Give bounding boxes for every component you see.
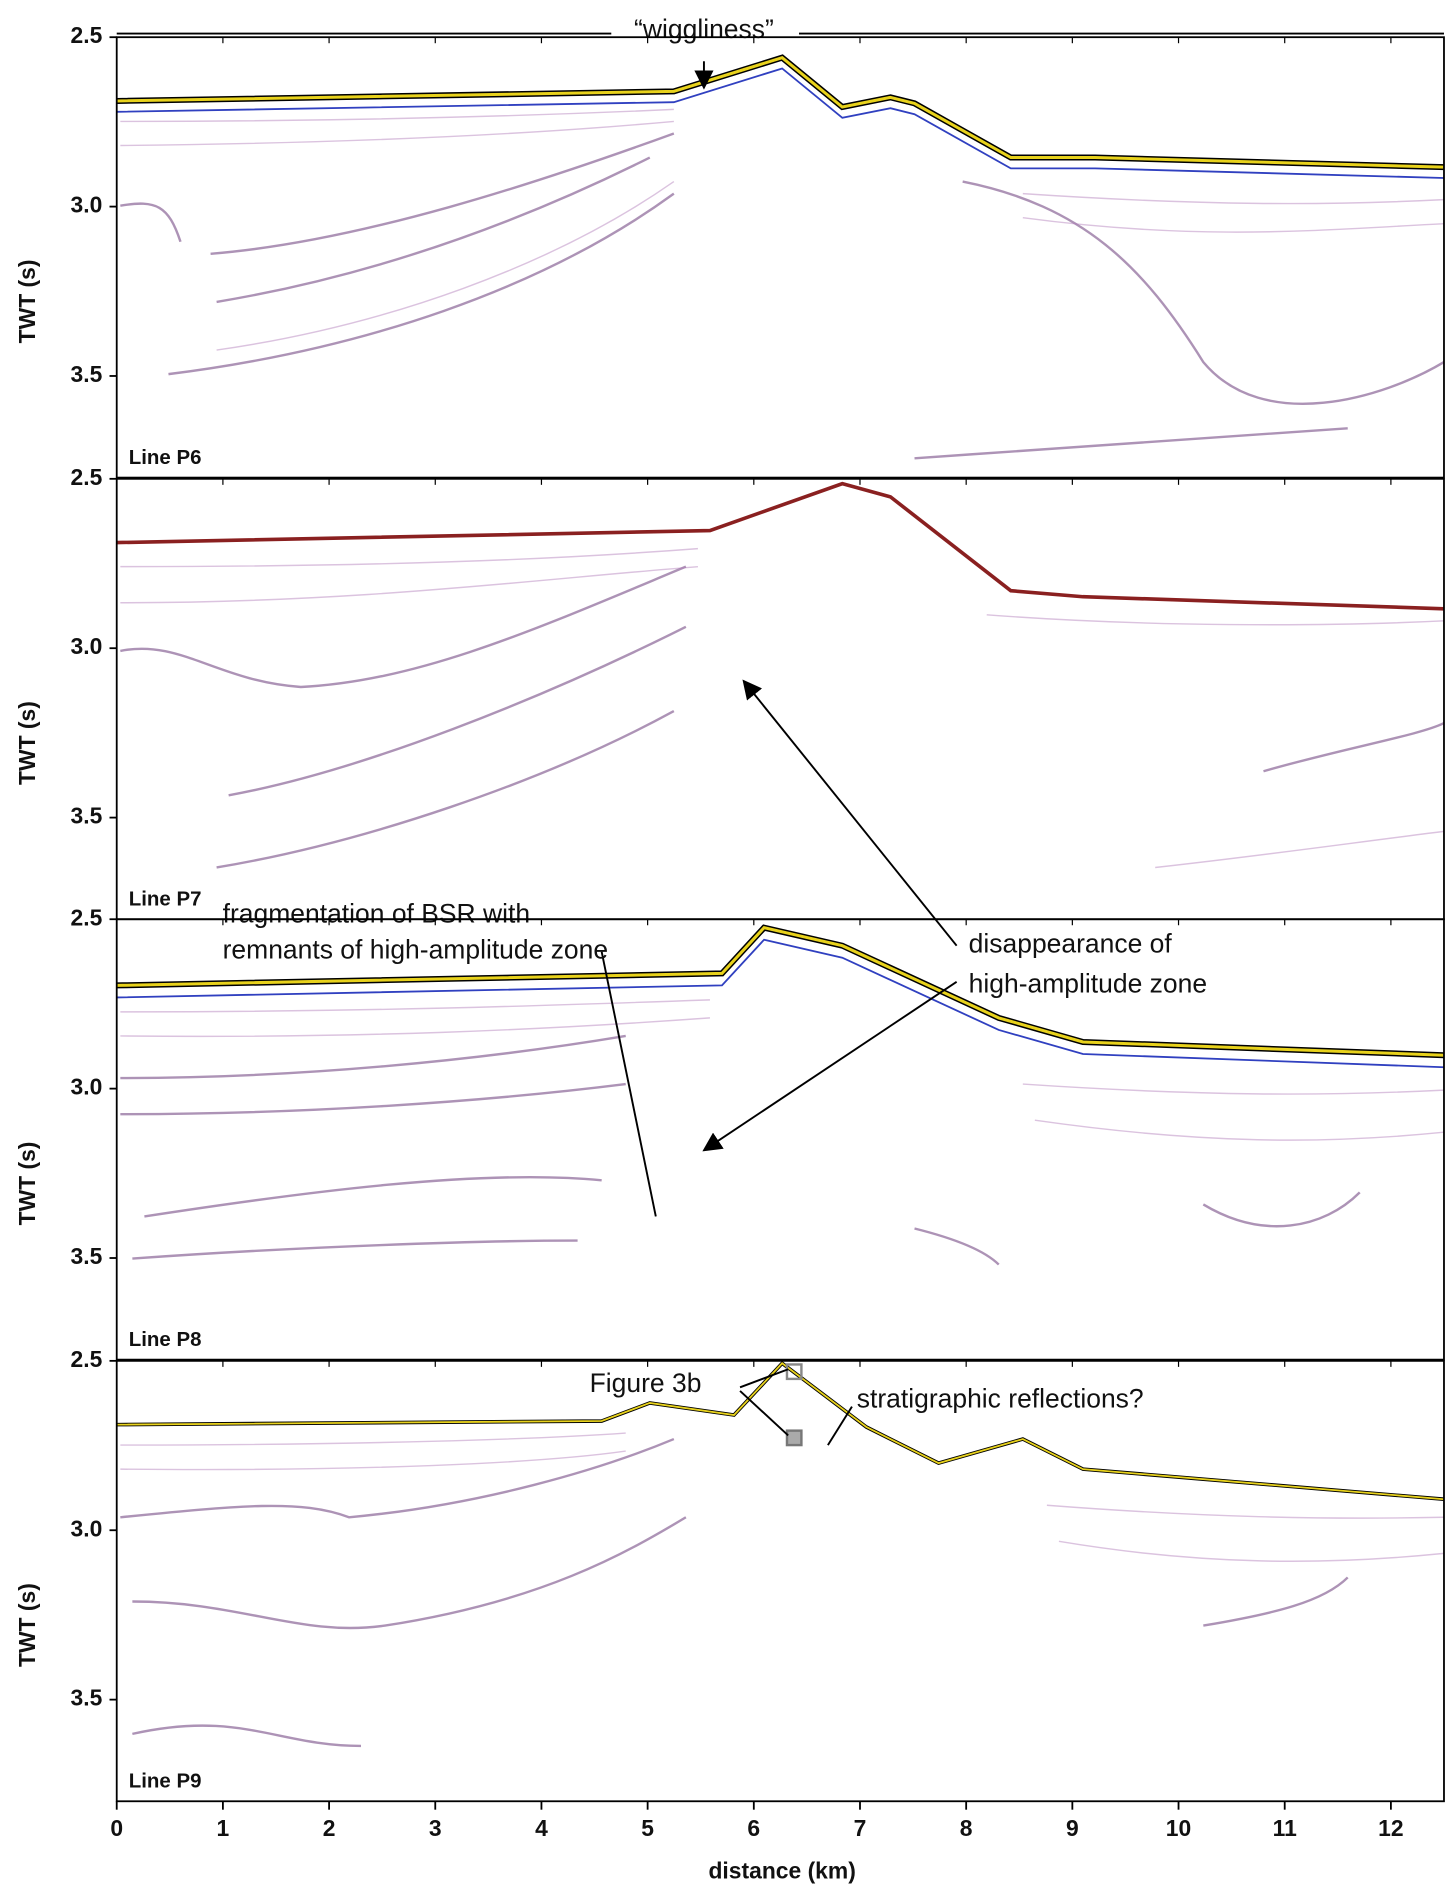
annotation: “wiggliness” — [634, 14, 774, 44]
panel-label: Line P8 — [129, 1328, 202, 1351]
y-tick-label: 3.0 — [71, 633, 103, 659]
x-tick-label: 11 — [1273, 1815, 1297, 1841]
x-tick-label: 3 — [429, 1815, 442, 1841]
x-tick-label: 1 — [217, 1815, 230, 1841]
y-axis-label: TWT (s) — [14, 260, 40, 344]
x-axis-label: distance (km) — [708, 1857, 855, 1883]
annotation: Figure 3b — [590, 1368, 702, 1398]
annotation-lines — [117, 34, 1444, 1445]
x-tick-label: 9 — [1066, 1815, 1079, 1841]
y-axis-label: TWT (s) — [14, 1142, 40, 1226]
y-axis-label: TWT (s) — [14, 1583, 40, 1667]
x-tick-label: 0 — [110, 1815, 123, 1841]
x-tick-label: 12 — [1378, 1815, 1403, 1841]
panel-label: Line P6 — [129, 446, 202, 469]
x-tick-label: 10 — [1166, 1815, 1191, 1841]
x-tick-label: 4 — [535, 1815, 548, 1841]
y-tick-label: 2.5 — [71, 904, 103, 930]
y-tick-label: 2.5 — [71, 22, 103, 48]
y-tick-label: 3.0 — [71, 192, 103, 218]
panel-frame — [117, 479, 1444, 919]
x-tick-label: 5 — [641, 1815, 654, 1841]
panel-label: Line P9 — [129, 1769, 202, 1792]
y-tick-label: 3.5 — [71, 361, 103, 387]
x-tick-label: 2 — [323, 1815, 336, 1841]
y-tick-label: 3.0 — [71, 1074, 103, 1100]
annotation: stratigraphic reflections? — [857, 1384, 1144, 1414]
y-tick-label: 3.5 — [71, 1685, 103, 1711]
figure: “wiggliness” fragmentation of BSR with r… — [0, 0, 1450, 1889]
y-tick-label: 2.5 — [71, 464, 103, 490]
y-axis-label: TWT (s) — [14, 701, 40, 785]
y-tick-label: 3.0 — [71, 1515, 103, 1541]
annotation: disappearance of — [969, 929, 1173, 959]
panel-frame — [117, 37, 1444, 477]
annotation: high-amplitude zone — [969, 968, 1207, 998]
annotation: fragmentation of BSR with — [223, 899, 530, 929]
annotation: remnants of high-amplitude zone — [223, 935, 608, 965]
y-tick-label: 2.5 — [71, 1346, 103, 1372]
x-tick-label: 6 — [747, 1815, 760, 1841]
y-tick-label: 3.5 — [71, 1243, 103, 1269]
y-tick-label: 3.5 — [71, 803, 103, 829]
x-tick-label: 7 — [854, 1815, 867, 1841]
panel-label: Line P7 — [129, 887, 202, 910]
x-tick-label: 8 — [960, 1815, 973, 1841]
